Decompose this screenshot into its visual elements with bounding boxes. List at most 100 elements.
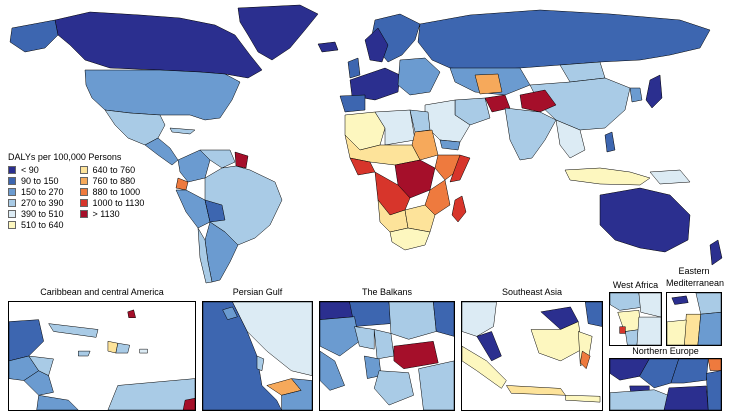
region-qatar (256, 355, 265, 372)
legend-item: 270 to 390 (8, 198, 64, 208)
region-indochina (555, 119, 586, 159)
legend-label: 150 to 270 (21, 187, 64, 197)
legend-swatch (79, 177, 88, 185)
region-russia (417, 9, 711, 71)
legend-item: 90 to 150 (8, 176, 64, 186)
inset-frame-northern-europe (609, 358, 722, 411)
region-philippines-inset (584, 302, 602, 327)
inset-title-persian-gulf: Persian Gulf (232, 287, 283, 297)
region-mali (638, 293, 661, 318)
legend-label: 640 to 760 (92, 165, 136, 175)
region-sudan (411, 129, 439, 161)
region-thailand-inset (462, 302, 497, 337)
legend-item: 760 to 880 (79, 176, 145, 186)
legend-swatch (8, 188, 16, 196)
region-chile (197, 227, 213, 284)
legend-swatch (79, 199, 88, 207)
inset-title-balkans: The Balkans (361, 287, 413, 297)
inset-title-caribbean: Caribbean and central America (40, 287, 164, 297)
legend-swatch (79, 188, 88, 196)
region-russia-inset (707, 359, 721, 371)
region-oman (281, 378, 312, 410)
legend-swatch (8, 221, 16, 229)
inset-eastern-mediterranean: Eastern Mediterranean (666, 264, 725, 346)
inset-southeast-asia: Southeast Asia (461, 287, 603, 411)
inset-frame-persian-gulf (202, 301, 313, 411)
region-iceland (317, 41, 339, 53)
legend-swatch (8, 199, 16, 207)
region-norway (364, 27, 389, 63)
region-greece (373, 370, 414, 406)
legend-swatch (79, 166, 88, 174)
legend-item: > 1130 (79, 209, 145, 219)
region-east-africa (424, 179, 451, 216)
inset-balkans: The Balkans (319, 287, 455, 411)
region-kuwait (222, 306, 238, 320)
region-lebanon-syria (695, 293, 721, 315)
region-afghanistan (484, 94, 511, 113)
region-new-zealand (709, 239, 723, 266)
region-venezuela (199, 149, 236, 169)
region-north-africa-mid (374, 109, 416, 146)
region-iberia (339, 94, 366, 113)
region-baltics (670, 359, 709, 384)
inset-frame-southeast-asia (461, 301, 603, 411)
region-liberia (625, 329, 640, 345)
region-bulgaria (393, 341, 439, 370)
legend-column-1: < 90 90 to 150 150 to 270 270 to 390 390… (8, 165, 64, 230)
inset-title-eastern-med-1: Eastern (678, 266, 710, 276)
region-greenland (237, 4, 319, 61)
legend-title: DALYs per 100,000 Persons (8, 152, 122, 162)
region-serbia (373, 329, 395, 360)
region-java (505, 385, 567, 396)
inset-frame-balkans (319, 301, 455, 411)
legend-swatch (8, 210, 16, 218)
region-japan (645, 74, 663, 109)
region-somalia (449, 154, 471, 183)
legend-swatch (8, 166, 16, 174)
inset-persian-gulf: Persian Gulf (202, 287, 313, 411)
region-southern-africa (404, 204, 436, 233)
region-indonesia (564, 167, 651, 186)
region-philippines (604, 131, 616, 153)
region-poland-inset (663, 385, 709, 410)
region-uk (347, 57, 361, 79)
legend-item: 640 to 760 (79, 165, 145, 175)
region-saudi-inset (203, 302, 282, 410)
region-south-africa (389, 227, 431, 251)
world-map (9, 4, 723, 284)
region-bosnia (354, 326, 375, 350)
region-sumatra (462, 345, 507, 389)
legend-label: 880 to 1000 (92, 187, 141, 197)
inset-frame-west-africa (609, 292, 662, 346)
legend-label: < 90 (21, 165, 39, 175)
inset-title-southeast-asia: Southeast Asia (501, 287, 563, 297)
legend-item: 1000 to 1130 (79, 198, 144, 208)
legend: DALYs per 100,000 Persons < 90 90 to 150… (8, 152, 144, 230)
region-india (504, 107, 557, 161)
region-east-indonesia (580, 350, 591, 370)
region-malaysia-peninsula (476, 331, 502, 362)
region-korea (629, 87, 643, 103)
region-cuba (169, 127, 196, 135)
legend-item: 150 to 270 (8, 187, 64, 197)
region-guyana (234, 151, 249, 169)
region-norway-inset (610, 359, 650, 381)
legend-label: 90 to 150 (21, 176, 59, 186)
region-yucatan (9, 319, 44, 362)
region-canada (54, 11, 263, 79)
region-senegal (610, 293, 642, 311)
legend-column-2: 640 to 760 760 to 880 880 to 1000 1000 t… (79, 165, 145, 230)
region-romania (388, 302, 437, 340)
region-jordan (697, 312, 721, 345)
region-china (529, 77, 631, 131)
inset-frame-eastern-med (666, 292, 722, 346)
region-borneo (530, 321, 583, 362)
region-turkmenistan (474, 73, 503, 95)
region-jamaica (78, 350, 91, 357)
inset-title-eastern-med-2: Mediterranean (666, 278, 725, 288)
region-germany-inset (610, 389, 670, 410)
legend-swatch (79, 210, 88, 218)
inset-title-west-africa: West Africa (612, 280, 659, 290)
legend-item: 390 to 510 (8, 209, 64, 219)
